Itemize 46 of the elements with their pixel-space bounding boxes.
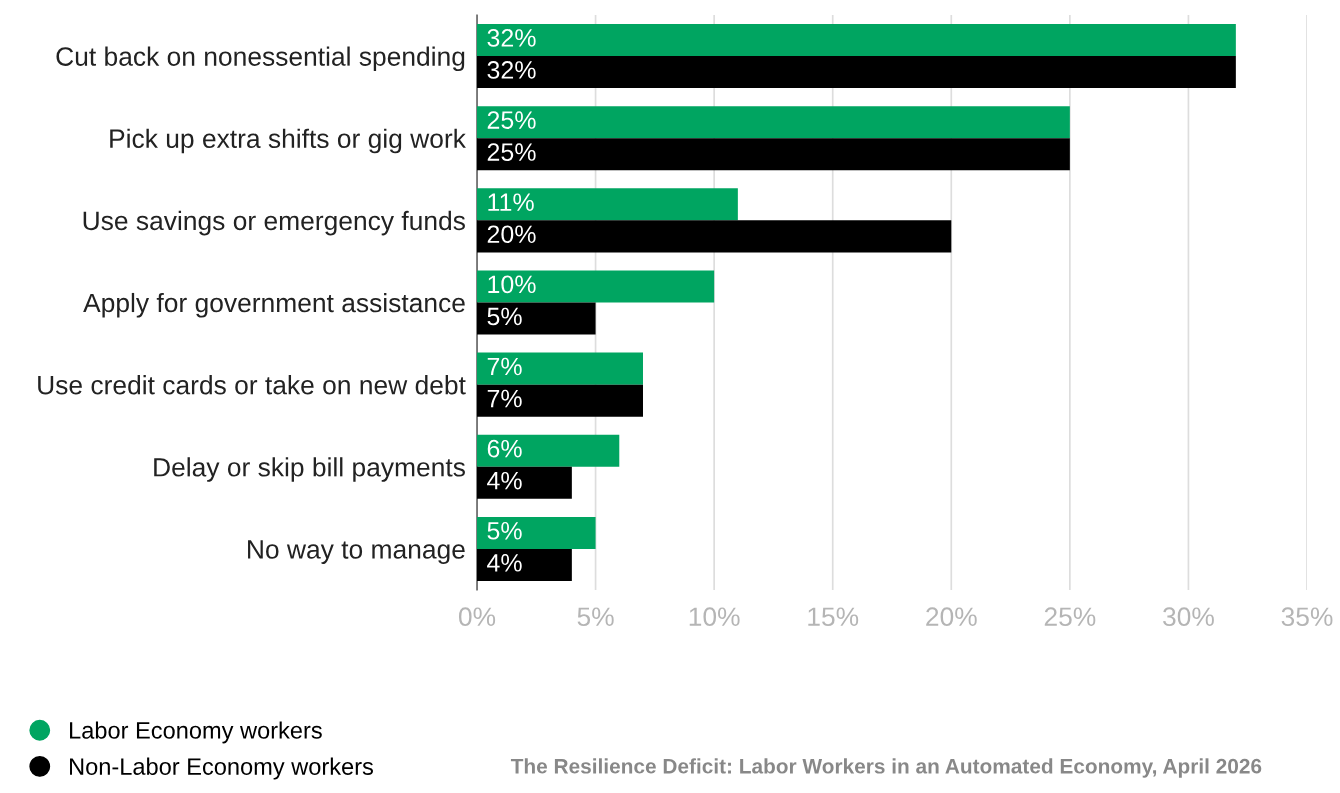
y-tick-label: Use credit cards or take on new debt (38, 375, 466, 395)
data-label: 20% (487, 225, 536, 244)
y-tick-label: Apply for government assistance (83, 292, 465, 318)
bar (477, 270, 715, 303)
legend-label: Labor Economy workers (70, 721, 322, 744)
x-tick-label: 35% (1281, 607, 1333, 627)
y-tick-label: Use savings or emergency funds (83, 210, 465, 236)
data-label: 25% (487, 143, 536, 161)
bar (477, 24, 1236, 57)
y-tick-label: Cut back on nonessential spending (56, 46, 465, 72)
bar (477, 352, 643, 385)
data-label: 10% (488, 275, 536, 294)
text: The Resilience Deficit: Labor Workers in an Automated Economy, April 2026 (510, 758, 1262, 778)
data-label: 32% (487, 29, 536, 47)
bar (477, 516, 596, 549)
bar (477, 548, 572, 581)
data-label: 6% (487, 439, 522, 458)
bar (477, 220, 952, 253)
data-label: 11% (488, 193, 534, 211)
x-tick-label: 0% (458, 607, 496, 627)
data-label: 4% (487, 471, 522, 490)
x-tick-label: 5% (577, 607, 614, 627)
y-tick-label: Delay or skip bill payments (154, 457, 465, 482)
bar (477, 138, 1070, 171)
bar (477, 188, 738, 221)
bar (477, 302, 596, 335)
data-label: 4% (487, 554, 522, 572)
y-tick-label: Pick up extra shifts or gig work (110, 128, 466, 154)
bar (477, 56, 1236, 89)
data-label: 32% (487, 61, 536, 79)
bar (477, 434, 620, 467)
data-label: 5% (487, 307, 522, 326)
x-tick-label: 10% (689, 607, 740, 627)
data-label: 7% (487, 389, 522, 408)
data-label: 25% (487, 111, 536, 129)
x-tick-label: 25% (1044, 607, 1096, 627)
y-tick-label: No way to manage (248, 540, 465, 564)
data-label: 5% (487, 522, 522, 540)
x-tick-label: 15% (808, 607, 859, 627)
legend-label: Non-Labor Economy workers (70, 757, 373, 780)
data-label: 7% (487, 357, 522, 376)
bar (477, 106, 1070, 139)
bar (477, 384, 643, 417)
x-tick-label: 20% (926, 607, 977, 627)
bar (477, 466, 572, 499)
x-tick-label: 30% (1163, 607, 1214, 627)
